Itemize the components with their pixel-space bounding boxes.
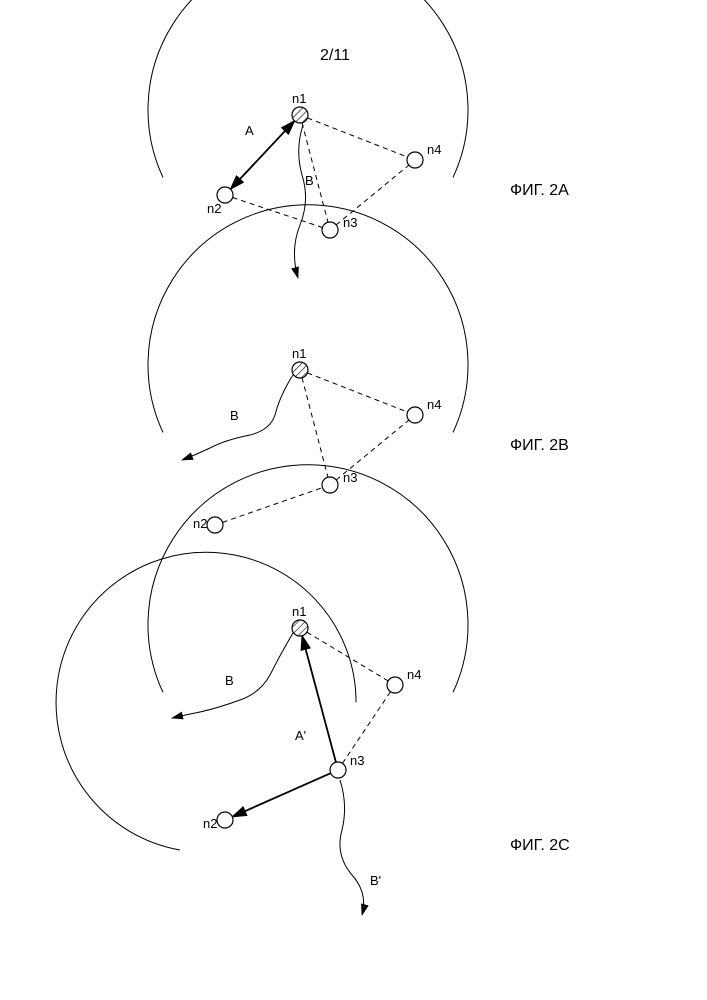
node-n4: [407, 407, 423, 423]
edge-label: B': [370, 873, 381, 888]
node-label: n1: [292, 604, 306, 619]
edge-solid: [232, 773, 330, 817]
range-circle: [148, 0, 468, 177]
node-n3: [322, 477, 338, 493]
edge-label: B: [225, 673, 234, 688]
node-label: n3: [350, 753, 364, 768]
edge-dashed: [307, 118, 407, 157]
edge-label: B: [305, 173, 314, 188]
range-circle-secondary: [56, 552, 356, 850]
edge-solid: [302, 636, 336, 763]
edge-label: A: [245, 123, 254, 138]
figure-label: ФИГ. 2B: [510, 437, 569, 454]
edge-label: A': [295, 728, 306, 743]
node-label: n1: [292, 346, 306, 361]
node-n3: [330, 762, 346, 778]
node-label: n2: [207, 201, 221, 216]
edge-dashed: [307, 632, 388, 681]
node-label: n1: [292, 91, 306, 106]
node-n4: [387, 677, 403, 693]
node-n2: [207, 517, 223, 533]
wavy-arrow: [340, 780, 364, 915]
node-label: n4: [427, 397, 441, 412]
range-circle: [148, 205, 468, 433]
node-label: n3: [343, 215, 357, 230]
edge-dashed: [302, 378, 328, 478]
node-label: n4: [427, 142, 441, 157]
edge-label: B: [230, 408, 239, 423]
edge-dashed: [223, 488, 323, 523]
figure-label: ФИГ. 2A: [510, 182, 569, 199]
node-label: n4: [407, 667, 421, 682]
edge-solid: [230, 121, 294, 189]
node-label: n2: [193, 516, 207, 531]
wavy-arrow: [294, 125, 305, 278]
page-number: 2/11: [320, 47, 350, 64]
edge-dashed: [307, 373, 407, 412]
edge-dashed: [233, 198, 323, 228]
node-n1: [292, 362, 308, 378]
node-n2: [217, 812, 233, 828]
node-n4: [407, 152, 423, 168]
figure-label: ФИГ. 2C: [510, 837, 570, 854]
node-n1: [292, 107, 308, 123]
node-n3: [322, 222, 338, 238]
node-n1: [292, 620, 308, 636]
node-label: n2: [203, 816, 217, 831]
